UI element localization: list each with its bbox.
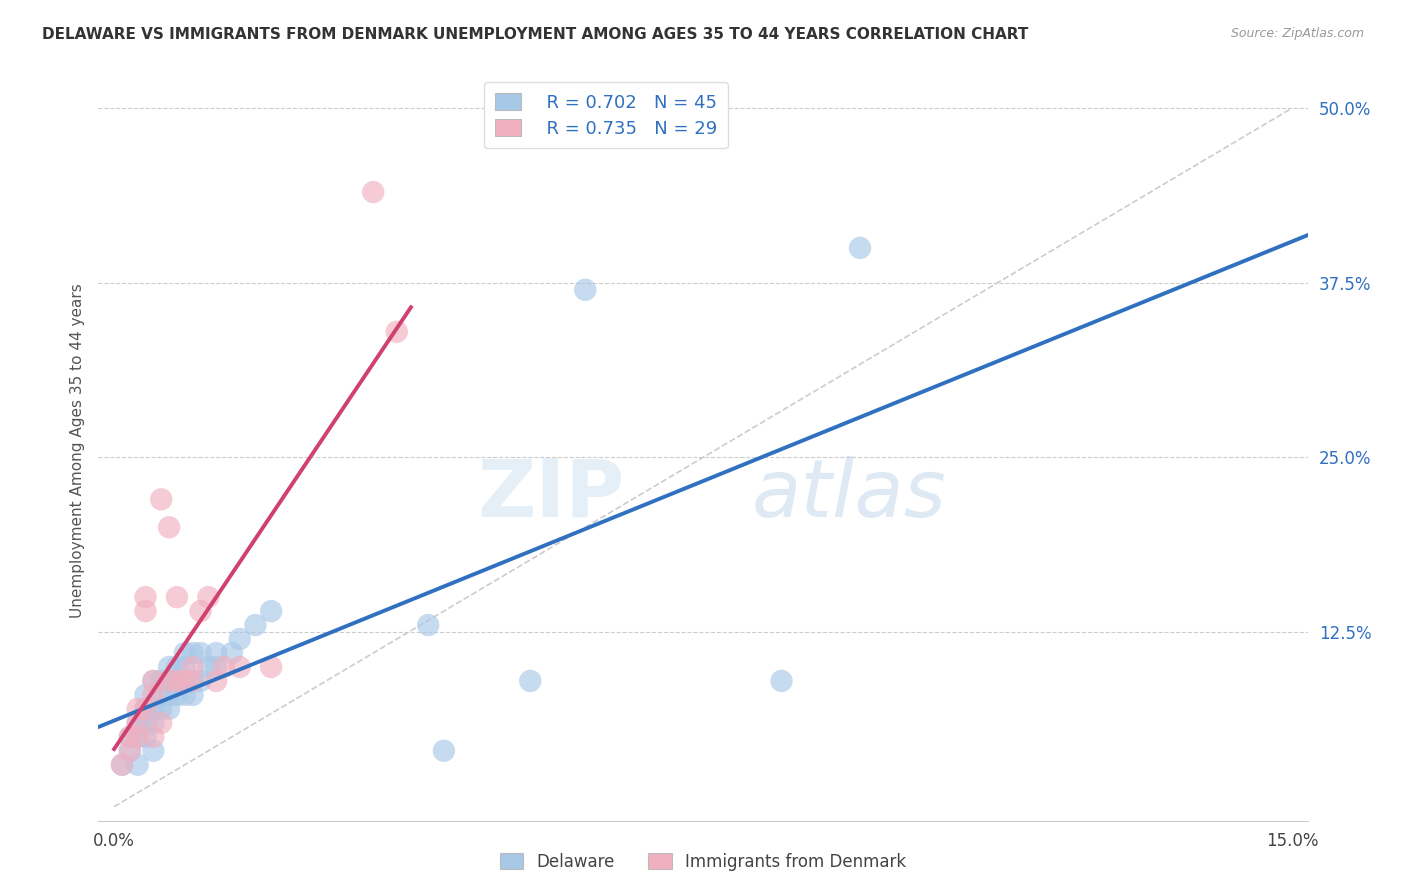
Point [157,673,180,688]
Point [166,673,188,688]
Text: ZIP: ZIP [477,456,624,534]
Point [197,590,219,604]
Point [157,688,180,702]
Point [574,283,596,297]
Point [127,757,149,772]
Point [150,688,173,702]
Point [157,520,180,534]
Point [135,702,157,716]
Point [173,660,195,674]
Point [118,744,141,758]
Point [150,492,173,507]
Point [190,604,212,618]
Point [181,688,204,702]
Legend:   R = 0.702   N = 45,   R = 0.735   N = 29: R = 0.702 N = 45, R = 0.735 N = 29 [485,82,728,148]
Point [205,646,228,660]
Point [127,702,149,716]
Point [150,715,173,730]
Text: Source: ZipAtlas.com: Source: ZipAtlas.com [1230,27,1364,40]
Point [135,590,157,604]
Point [142,673,165,688]
Point [166,590,188,604]
Point [181,673,204,688]
Point [433,744,456,758]
Point [135,730,157,744]
Point [519,673,541,688]
Point [142,673,165,688]
Point [190,646,212,660]
Point [118,730,141,744]
Point [181,673,204,688]
Point [135,688,157,702]
Point [166,688,188,702]
Point [849,241,872,255]
Point [770,673,793,688]
Y-axis label: Unemployment Among Ages 35 to 44 years: Unemployment Among Ages 35 to 44 years [69,283,84,618]
Point [142,688,165,702]
Point [135,715,157,730]
Point [135,604,157,618]
Text: DELAWARE VS IMMIGRANTS FROM DENMARK UNEMPLOYMENT AMONG AGES 35 TO 44 YEARS CORRE: DELAWARE VS IMMIGRANTS FROM DENMARK UNEM… [42,27,1029,42]
Point [118,744,141,758]
Point [173,688,195,702]
Point [118,730,141,744]
Point [157,673,180,688]
Point [166,660,188,674]
Point [127,730,149,744]
Point [181,660,204,674]
Point [166,673,188,688]
Point [205,660,228,674]
Point [142,702,165,716]
Point [142,744,165,758]
Point [127,715,149,730]
Point [385,325,408,339]
Point [260,660,283,674]
Point [197,660,219,674]
Point [205,673,228,688]
Point [173,673,195,688]
Point [150,702,173,716]
Point [229,632,252,646]
Text: atlas: atlas [751,456,946,534]
Point [173,646,195,660]
Point [135,702,157,716]
Point [212,660,235,674]
Point [111,757,134,772]
Point [150,673,173,688]
Point [127,730,149,744]
Point [361,185,384,199]
Point [418,618,440,632]
Point [245,618,267,632]
Point [221,646,243,660]
Point [190,673,212,688]
Point [157,660,180,674]
Point [157,702,180,716]
Legend: Delaware, Immigrants from Denmark: Delaware, Immigrants from Denmark [492,845,914,880]
Point [142,715,165,730]
Point [127,715,149,730]
Point [142,730,165,744]
Point [181,646,204,660]
Point [229,660,252,674]
Point [111,757,134,772]
Point [260,604,283,618]
